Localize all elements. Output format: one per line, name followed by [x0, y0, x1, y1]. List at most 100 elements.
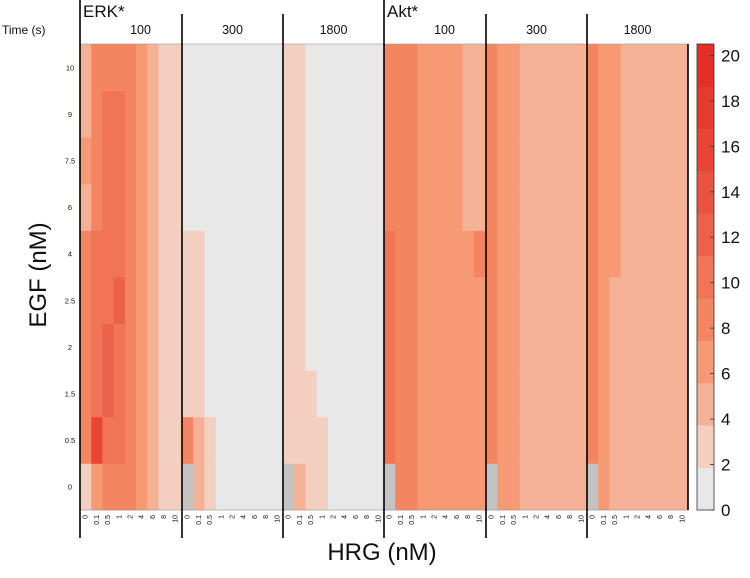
heatmap-cell	[147, 44, 159, 91]
heatmap-cell	[451, 370, 463, 418]
x-tick-label: 0.1	[398, 515, 405, 525]
heatmap-cell	[204, 230, 217, 278]
heatmap-cell	[676, 277, 689, 324]
heatmap-cell	[339, 277, 351, 324]
heatmap-cell	[428, 44, 441, 91]
panel-time-label: 300	[526, 23, 547, 37]
heatmap-cell	[238, 323, 250, 371]
heatmap-cell	[249, 183, 261, 231]
heatmap-cell	[147, 137, 159, 185]
heatmap-cell	[136, 44, 148, 91]
heatmap-cell	[238, 277, 250, 324]
heatmap-cell	[294, 323, 306, 371]
y-tick-labels: 0 0.5 1.5 2 2.5 4 6 7.5 9 10	[65, 63, 75, 491]
heatmap-cell	[249, 416, 261, 464]
colorbar: 0 2 4 6 8 10 12 14 16 18 20	[696, 43, 740, 520]
heatmap-cell	[169, 137, 182, 185]
heatmap-cell	[462, 463, 475, 511]
heatmap-cell	[350, 370, 362, 418]
heatmap-cell	[440, 323, 452, 371]
heatmap-cell	[204, 323, 217, 371]
heatmap-cell	[193, 277, 205, 324]
panel-time-label: 1800	[320, 23, 348, 37]
heatmap-cell	[271, 370, 284, 418]
heatmap-cell	[327, 370, 340, 418]
panel-headers: 100 ERK* 300 1800 100 Akt* 300 1800	[83, 2, 651, 37]
heatmap-cell	[609, 416, 622, 464]
heatmap-cell	[113, 230, 126, 278]
heatmap-cell	[553, 277, 565, 324]
x-tick-labels: 0 0.1 0.5 1 2 4 6 8 10 0 0.1 0.5 1 2 4 6 8 10 0 0.1 0.5 1 2 4 6 8…	[83, 515, 687, 525]
heatmap-cell	[238, 416, 250, 464]
heatmap-cell	[542, 323, 554, 371]
heatmap-cell	[553, 90, 565, 138]
heatmap-cell	[428, 90, 441, 138]
heatmap-cell	[283, 277, 295, 324]
colorbar-swatch	[697, 213, 714, 257]
heatmap-cell	[428, 230, 441, 278]
heatmap-cell	[508, 90, 521, 138]
heatmap-cell	[193, 463, 205, 511]
heatmap-cell	[665, 323, 678, 371]
y-tick-label: 9	[68, 110, 72, 119]
heatmap-cell	[676, 416, 689, 464]
heatmap-cell	[372, 277, 385, 324]
heatmap-cell	[316, 90, 329, 138]
heatmap-cell	[473, 230, 486, 278]
heatmap-cell	[305, 463, 318, 511]
heatmap-cell	[654, 323, 666, 371]
heatmap-cell	[598, 44, 610, 91]
heatmap-cell	[486, 277, 498, 324]
heatmap-cell	[294, 277, 306, 324]
heatmap-cell	[372, 90, 385, 138]
heatmap-cell	[361, 230, 374, 278]
heatmap-cell	[339, 323, 351, 371]
heatmap-cell	[260, 463, 273, 511]
heatmap-cell	[564, 230, 577, 278]
heatmap-cell	[136, 230, 148, 278]
heatmap-cell	[226, 463, 239, 511]
heatmap-cell	[215, 323, 228, 371]
x-tick-label: 1	[116, 515, 123, 519]
panel-readout-label: ERK*	[83, 2, 125, 21]
heatmap-cell	[158, 416, 171, 464]
heatmap-cell	[406, 463, 419, 511]
heatmap-cell	[372, 137, 385, 185]
heatmap-cell	[91, 137, 103, 185]
heatmap-cell	[497, 137, 509, 185]
heatmap-cell	[406, 90, 419, 138]
heatmap-cell	[575, 277, 588, 324]
heatmap-cell	[406, 183, 419, 231]
heatmap-cell	[406, 230, 419, 278]
heatmap-cell	[508, 183, 521, 231]
heatmap-cell	[350, 277, 362, 324]
heatmap-cell	[395, 463, 407, 511]
heatmap-cell	[609, 44, 622, 91]
heatmap-cell	[519, 183, 532, 231]
heatmap-cell	[271, 137, 284, 185]
heatmap-cell	[102, 90, 115, 138]
heatmap-cell	[665, 230, 678, 278]
heatmap-cell	[260, 44, 273, 91]
heatmap-cell	[350, 44, 362, 91]
heatmap-cell	[654, 370, 666, 418]
heatmap-cell	[417, 183, 430, 231]
heatmap-cell	[587, 183, 599, 231]
y-axis-label: EGF (nM)	[25, 222, 52, 327]
heatmap-cell	[283, 90, 295, 138]
heatmap-cell	[215, 137, 228, 185]
heatmap-cell	[283, 183, 295, 231]
heatmap-cell	[339, 90, 351, 138]
heatmap-cell	[417, 44, 430, 91]
heatmap-cell	[80, 44, 92, 91]
heatmap-cell	[587, 277, 599, 324]
heatmap-cell	[283, 230, 295, 278]
heatmap-cell	[271, 416, 284, 464]
heatmap-cell	[486, 183, 498, 231]
colorbar-frame	[696, 43, 715, 511]
colorbar-swatch	[697, 44, 714, 87]
heatmap-cell	[530, 323, 543, 371]
x-tick-label: 4	[342, 515, 349, 519]
x-axis-label: HRG (nM)	[327, 539, 436, 566]
heatmap-cell	[283, 416, 295, 464]
